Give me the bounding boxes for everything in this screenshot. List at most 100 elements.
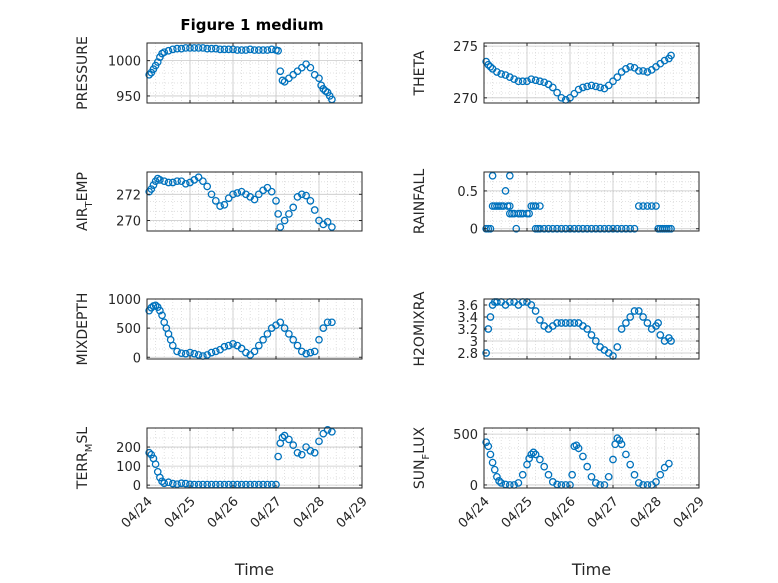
data-point <box>199 177 207 186</box>
data-point <box>553 319 561 327</box>
data-point <box>164 178 173 187</box>
data-point <box>643 68 652 76</box>
data-point <box>512 224 521 233</box>
data-point <box>505 202 514 210</box>
data-point <box>596 224 604 233</box>
data-point <box>495 202 503 210</box>
data-point <box>164 46 173 55</box>
data-point <box>497 479 506 487</box>
data-point <box>276 223 285 231</box>
y-tick-label: 1000 <box>108 293 141 308</box>
y-tick-label: 270 <box>116 215 141 230</box>
data-point <box>514 209 523 218</box>
data-point <box>643 319 652 327</box>
data-point <box>280 324 289 332</box>
data-point <box>246 45 255 54</box>
data-point <box>211 196 220 205</box>
data-point <box>211 347 220 356</box>
data-point <box>293 341 302 350</box>
data-point <box>224 45 233 54</box>
data-point <box>233 46 242 54</box>
y-tick-label: 3.6 <box>457 299 478 314</box>
data-point <box>173 347 181 356</box>
data-point <box>147 450 156 459</box>
data-point <box>540 224 549 233</box>
y-tick-label: 3.4 <box>457 311 478 326</box>
data-point <box>660 56 669 65</box>
data-point <box>587 472 596 481</box>
data-point <box>158 311 166 320</box>
data-point <box>561 319 570 327</box>
data-point <box>173 44 181 53</box>
data-point <box>254 190 263 199</box>
data-point <box>501 187 510 195</box>
y-axis-label: TERRMSL <box>75 427 95 490</box>
data-point <box>630 470 639 479</box>
data-point <box>237 46 246 54</box>
data-point <box>548 224 557 233</box>
data-point <box>505 171 514 180</box>
y-tick-label: 0.5 <box>457 185 478 200</box>
data-point <box>557 319 566 327</box>
data-point <box>263 183 272 192</box>
data-point <box>254 46 263 54</box>
data-point <box>181 349 190 358</box>
data-point <box>609 224 617 233</box>
data-point <box>310 448 319 457</box>
data-point <box>259 335 267 344</box>
data-point <box>274 452 282 461</box>
data-point <box>510 75 518 84</box>
y-tick-label: 950 <box>116 90 141 105</box>
data-point <box>263 330 272 338</box>
data-point <box>531 224 540 233</box>
data-point <box>259 46 267 54</box>
data-point <box>160 479 169 488</box>
data-point <box>604 224 613 233</box>
data-point <box>591 479 600 487</box>
subplot-air-temp: 270 272 AIRTEMP <box>75 171 363 232</box>
data-point <box>574 224 583 233</box>
data-point <box>168 178 177 187</box>
data-point <box>531 307 540 315</box>
data-point <box>591 224 600 233</box>
y-axis-label: SUNFLUX <box>412 426 432 489</box>
data-point <box>145 448 153 457</box>
data-point <box>630 224 639 233</box>
y-tick-label: 3 <box>470 335 478 350</box>
data-point <box>486 62 495 71</box>
data-point <box>280 216 289 225</box>
y-tick-label: 0 <box>470 479 478 494</box>
axes-box <box>146 427 363 489</box>
data-point <box>660 463 669 472</box>
data-point <box>280 431 289 440</box>
data-point <box>525 209 534 218</box>
data-point <box>654 319 663 327</box>
data-point <box>634 67 643 75</box>
data-point <box>177 44 186 53</box>
data-point <box>289 203 298 212</box>
data-point <box>328 223 336 231</box>
data-point <box>216 202 224 210</box>
data-point <box>216 45 224 54</box>
data-point <box>544 470 553 479</box>
data-point <box>643 202 652 210</box>
data-point <box>667 51 675 60</box>
data-point <box>229 45 237 54</box>
data-point <box>566 319 574 327</box>
data-point <box>486 313 495 321</box>
data-point <box>613 434 622 443</box>
data-point <box>207 348 216 357</box>
data-point <box>224 341 233 350</box>
data-point <box>505 209 514 218</box>
data-point <box>617 224 626 233</box>
data-point <box>220 45 229 54</box>
data-point <box>505 73 514 81</box>
data-point <box>626 62 635 71</box>
data-point <box>604 81 613 90</box>
data-point <box>525 454 534 463</box>
data-point <box>501 71 510 79</box>
y-axis-label: RAINFALL <box>412 169 428 234</box>
data-point <box>617 325 626 333</box>
data-point <box>634 479 643 487</box>
data-point <box>319 324 328 332</box>
